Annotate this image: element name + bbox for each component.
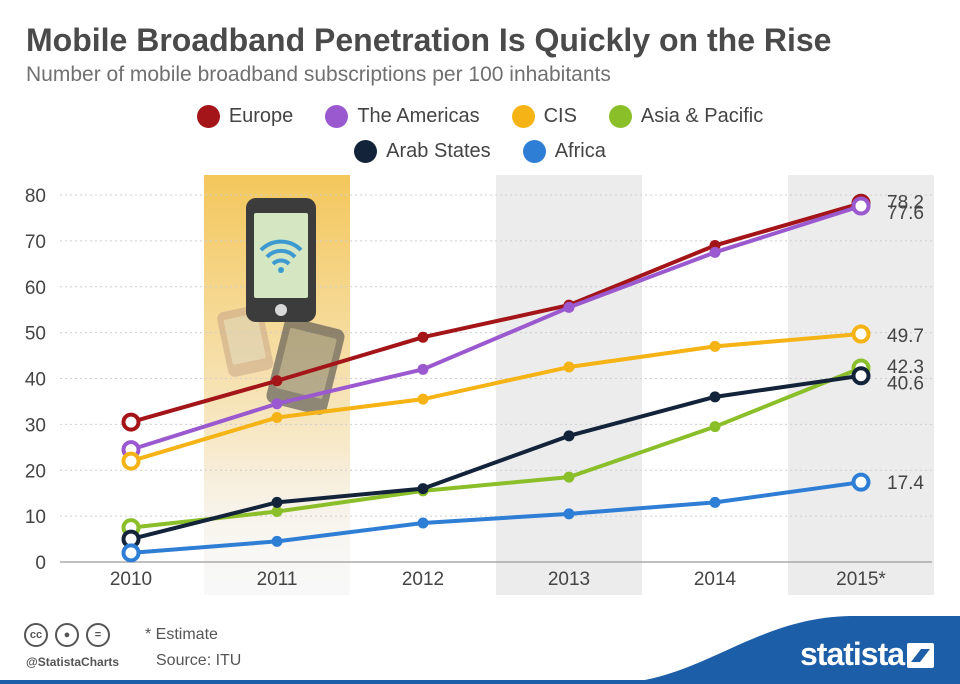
data-point-asia-pacific[interactable] — [563, 471, 575, 483]
estimate-note: * Estimate — [145, 626, 218, 643]
data-label-asia-pacific: 42.3 — [887, 357, 924, 378]
x-tick-label: 2011 — [257, 569, 298, 590]
data-label-africa: 17.4 — [887, 473, 924, 494]
y-tick-label: 80 — [25, 186, 46, 207]
legend-swatch-africa — [522, 140, 546, 163]
series-arab-states — [121, 366, 871, 549]
data-point-africa[interactable] — [851, 472, 871, 492]
series-line-arab-states — [130, 373, 862, 542]
legend-item-cis[interactable]: CIS — [511, 105, 577, 128]
legend-item-europe[interactable]: Europe — [196, 105, 294, 128]
y-tick-label: 30 — [25, 415, 46, 436]
y-tick-label: 0 — [35, 553, 46, 574]
legend-label-europe: Europe — [228, 105, 294, 127]
data-point-cis[interactable] — [121, 451, 141, 471]
data-point-the-americas[interactable] — [851, 196, 871, 216]
legend-swatch-arab-states — [354, 140, 378, 163]
data-point-arab-states[interactable] — [851, 366, 871, 386]
data-point-the-americas[interactable] — [563, 301, 575, 313]
legend-label-americas: The Americas — [357, 105, 480, 127]
statista-handle[interactable]: @StatistaCharts — [26, 655, 120, 669]
y-tick-label: 50 — [25, 324, 46, 345]
legend-swatch-cis — [511, 105, 535, 128]
legend-swatch-europe — [196, 105, 220, 128]
series-africa — [121, 472, 871, 563]
x-tick-label: 2015* — [836, 569, 886, 590]
x-tick-label: 2010 — [110, 569, 152, 590]
license-icons: cc ● = — [24, 623, 117, 647]
legend-row-1: Europe The Americas CIS Asia & Pacific — [0, 105, 960, 128]
data-point-cis[interactable] — [851, 324, 871, 344]
x-tick-label: 2014 — [694, 569, 737, 590]
footer-wave — [0, 616, 960, 684]
legend-row-2: Arab States Africa — [0, 140, 960, 163]
source-note: Source: ITU — [156, 652, 242, 669]
cc-icon: cc — [24, 623, 48, 647]
data-point-the-americas[interactable] — [271, 398, 283, 410]
data-label-the-americas: 77.6 — [887, 203, 924, 224]
data-point-cis[interactable] — [563, 361, 575, 373]
legend-item-africa[interactable]: Africa — [522, 140, 606, 163]
legend-item-asia-pacific[interactable]: Asia & Pacific — [608, 105, 764, 128]
page-title: Mobile Broadband Penetration Is Quickly … — [26, 22, 832, 58]
data-point-europe[interactable] — [271, 375, 283, 387]
by-icon: ● — [55, 623, 79, 647]
series-line-cis — [130, 332, 862, 463]
x-tick-label: 2012 — [402, 569, 444, 590]
legend-label-cis: CIS — [543, 105, 577, 127]
data-point-arab-states[interactable] — [417, 483, 429, 495]
legend-swatch-asia-pacific — [608, 105, 632, 128]
y-tick-label: 70 — [25, 232, 46, 253]
data-point-cis[interactable] — [709, 340, 721, 352]
data-label-arab-states: 40.6 — [887, 374, 924, 395]
column-band-2013 — [496, 175, 642, 595]
data-point-africa[interactable] — [709, 496, 721, 508]
statista-logo-icon — [907, 643, 934, 668]
data-point-africa[interactable] — [563, 508, 575, 520]
data-point-asia-pacific[interactable] — [271, 506, 283, 518]
data-point-arab-states[interactable] — [709, 391, 721, 403]
legend-item-americas[interactable]: The Americas — [325, 105, 480, 128]
y-tick-label: 60 — [25, 278, 46, 299]
series-cis — [121, 324, 871, 471]
data-label-cis: 49.7 — [887, 326, 924, 347]
legend-swatch-americas — [325, 105, 349, 128]
data-point-the-americas[interactable] — [709, 246, 721, 258]
data-point-arab-states[interactable] — [271, 496, 283, 508]
data-point-arab-states[interactable] — [563, 430, 575, 442]
series-the-americas — [121, 196, 871, 460]
y-tick-label: 20 — [25, 461, 46, 482]
legend-item-arab-states[interactable]: Arab States — [354, 140, 491, 163]
y-tick-label: 10 — [25, 507, 46, 528]
data-point-europe[interactable] — [417, 331, 429, 343]
series-line-asia-pacific — [130, 366, 862, 530]
data-point-asia-pacific[interactable] — [709, 421, 721, 433]
series-line-the-americas — [130, 204, 862, 452]
data-point-cis[interactable] — [271, 411, 283, 423]
legend-label-asia-pacific: Asia & Pacific — [640, 105, 764, 127]
legend-label-africa: Africa — [554, 140, 606, 162]
x-tick-label: 2013 — [548, 569, 590, 590]
nd-icon: = — [86, 623, 110, 647]
series-line-africa — [130, 480, 862, 555]
subtitle: Number of mobile broadband subscriptions… — [26, 63, 611, 86]
data-point-africa[interactable] — [271, 535, 283, 547]
legend-label-arab-states: Arab States — [386, 140, 491, 162]
statista-logo[interactable]: statista — [800, 636, 905, 672]
y-tick-label: 40 — [25, 370, 46, 391]
series-line-europe — [130, 201, 862, 425]
data-point-africa[interactable] — [417, 517, 429, 529]
data-label-europe: 78.2 — [887, 192, 924, 213]
data-point-europe[interactable] — [121, 412, 141, 432]
data-point-africa[interactable] — [121, 543, 141, 563]
data-point-cis[interactable] — [417, 393, 429, 405]
data-point-the-americas[interactable] — [417, 363, 429, 375]
